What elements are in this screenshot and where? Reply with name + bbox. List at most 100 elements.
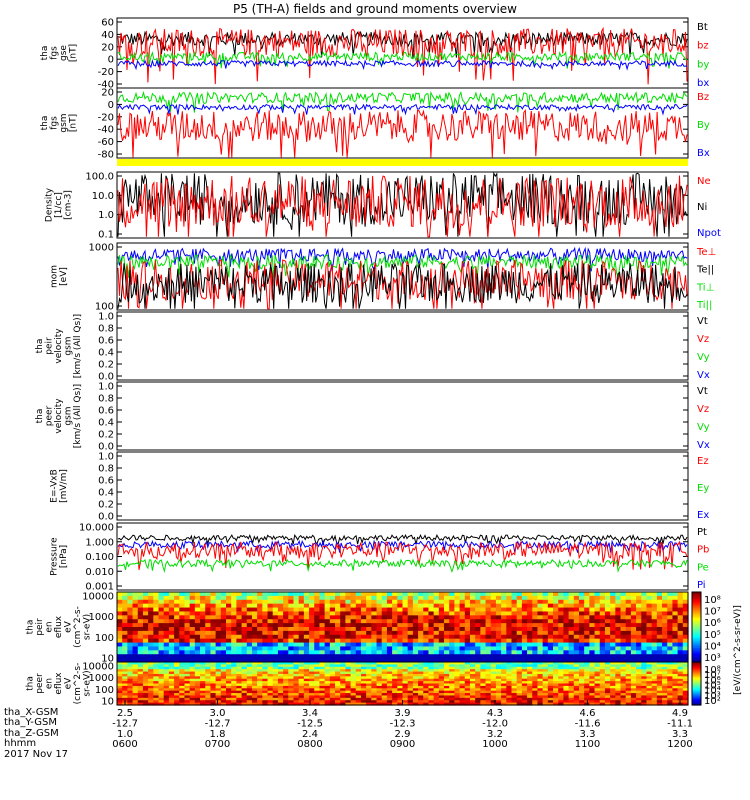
heat-cell: [148, 683, 154, 687]
heat-cell: [194, 607, 201, 613]
heat-cell: [630, 654, 637, 659]
heat-cell: [553, 615, 559, 620]
heat-cell: [163, 623, 170, 628]
heat-cell: [438, 623, 445, 628]
heat-cell: [521, 642, 528, 648]
heat-cell: [589, 607, 596, 613]
heat-cell: [127, 634, 134, 640]
heat-cell: [573, 611, 580, 616]
heat-cell: [620, 615, 627, 620]
heat-cell: [148, 662, 154, 665]
heat-cell: [340, 693, 346, 697]
heat-cell: [547, 623, 554, 628]
heat-cell: [386, 642, 393, 648]
colorbar-cell: [692, 655, 701, 658]
heat-cell: [127, 700, 134, 704]
heat-cell: [283, 662, 289, 665]
y-tick-label: 10: [101, 697, 114, 708]
heat-cell: [418, 676, 424, 680]
heat-cell: [615, 646, 622, 651]
heat-cell: [682, 654, 689, 659]
heat-cell: [179, 603, 186, 609]
heat-cell: [231, 673, 237, 677]
heat-cell: [324, 642, 331, 648]
heat-cell: [682, 623, 689, 628]
heat-cell: [324, 630, 331, 636]
heat-cell: [610, 664, 616, 668]
heat-cell: [386, 627, 393, 632]
heat-cell: [516, 688, 523, 692]
heat-cell: [573, 664, 580, 668]
heat-cell: [584, 615, 590, 620]
heat-cell: [475, 623, 481, 628]
heat-cell: [672, 676, 679, 680]
x-tick-value: 3.4: [302, 708, 318, 719]
heat-cell: [682, 607, 689, 613]
heat-cell: [350, 599, 357, 605]
heat-cell: [532, 685, 539, 689]
heat-cell: [122, 654, 128, 659]
heat-cell: [210, 650, 217, 655]
heat-cell: [542, 634, 549, 640]
heat-cell: [464, 646, 471, 651]
heat-cell: [236, 634, 243, 640]
heat-cell: [366, 671, 372, 675]
heat-cell: [423, 681, 430, 685]
heat-cell: [200, 654, 206, 659]
heat-cell: [231, 638, 237, 644]
heat-cell: [511, 650, 518, 655]
heat-cell: [475, 642, 481, 648]
heat-cell: [651, 654, 658, 659]
colorbar-cell: [692, 679, 701, 681]
heat-cell: [189, 678, 196, 682]
heat-cell: [215, 664, 222, 668]
colorbar-cell: [692, 604, 701, 607]
heat-cell: [558, 615, 565, 620]
heat-cell: [324, 662, 331, 665]
heat-cell: [189, 654, 196, 659]
heat-cell: [335, 662, 341, 665]
heat-cell: [641, 669, 648, 673]
heat-cell: [553, 678, 559, 682]
heat-cell: [459, 673, 466, 677]
heat-cell: [246, 654, 253, 659]
heat-cell: [568, 662, 575, 665]
heat-cell: [335, 654, 341, 659]
heat-cell: [392, 673, 398, 677]
heat-cell: [148, 595, 154, 601]
heat-cell: [402, 595, 409, 601]
heat-cell: [194, 650, 201, 655]
heat-cell: [558, 690, 565, 694]
heat-cell: [636, 671, 642, 675]
colorbar-cell: [692, 620, 701, 623]
heat-cell: [117, 685, 123, 689]
heat-cell: [262, 666, 269, 670]
heat-cell: [454, 615, 461, 620]
heat-cell: [454, 650, 461, 655]
colorbar-cell: [692, 593, 701, 597]
heat-cell: [241, 678, 248, 682]
heat-cell: [563, 646, 570, 651]
heat-cell: [246, 693, 253, 697]
heat-cell: [283, 683, 289, 687]
heat-cell: [584, 627, 590, 632]
heat-cell: [490, 676, 497, 680]
heat-cell: [407, 627, 414, 632]
heat-cell: [386, 693, 393, 697]
heat-cell: [132, 611, 139, 616]
heat-cell: [309, 607, 315, 613]
heat-cell: [584, 678, 590, 682]
heat-cell: [573, 634, 580, 640]
heat-cell: [200, 700, 206, 704]
heat-cell: [179, 676, 186, 680]
heat-cell: [475, 669, 481, 673]
y-axis-label: Density[1/cc][cm-3]: [45, 187, 74, 222]
heat-cell: [241, 592, 248, 597]
heat-cell: [641, 702, 648, 706]
heat-cell: [464, 688, 471, 692]
heat-cell: [407, 683, 414, 687]
heat-cell: [573, 615, 580, 620]
heat-cell: [578, 611, 585, 616]
heat-cell: [329, 642, 336, 648]
heat-cell: [558, 681, 565, 685]
